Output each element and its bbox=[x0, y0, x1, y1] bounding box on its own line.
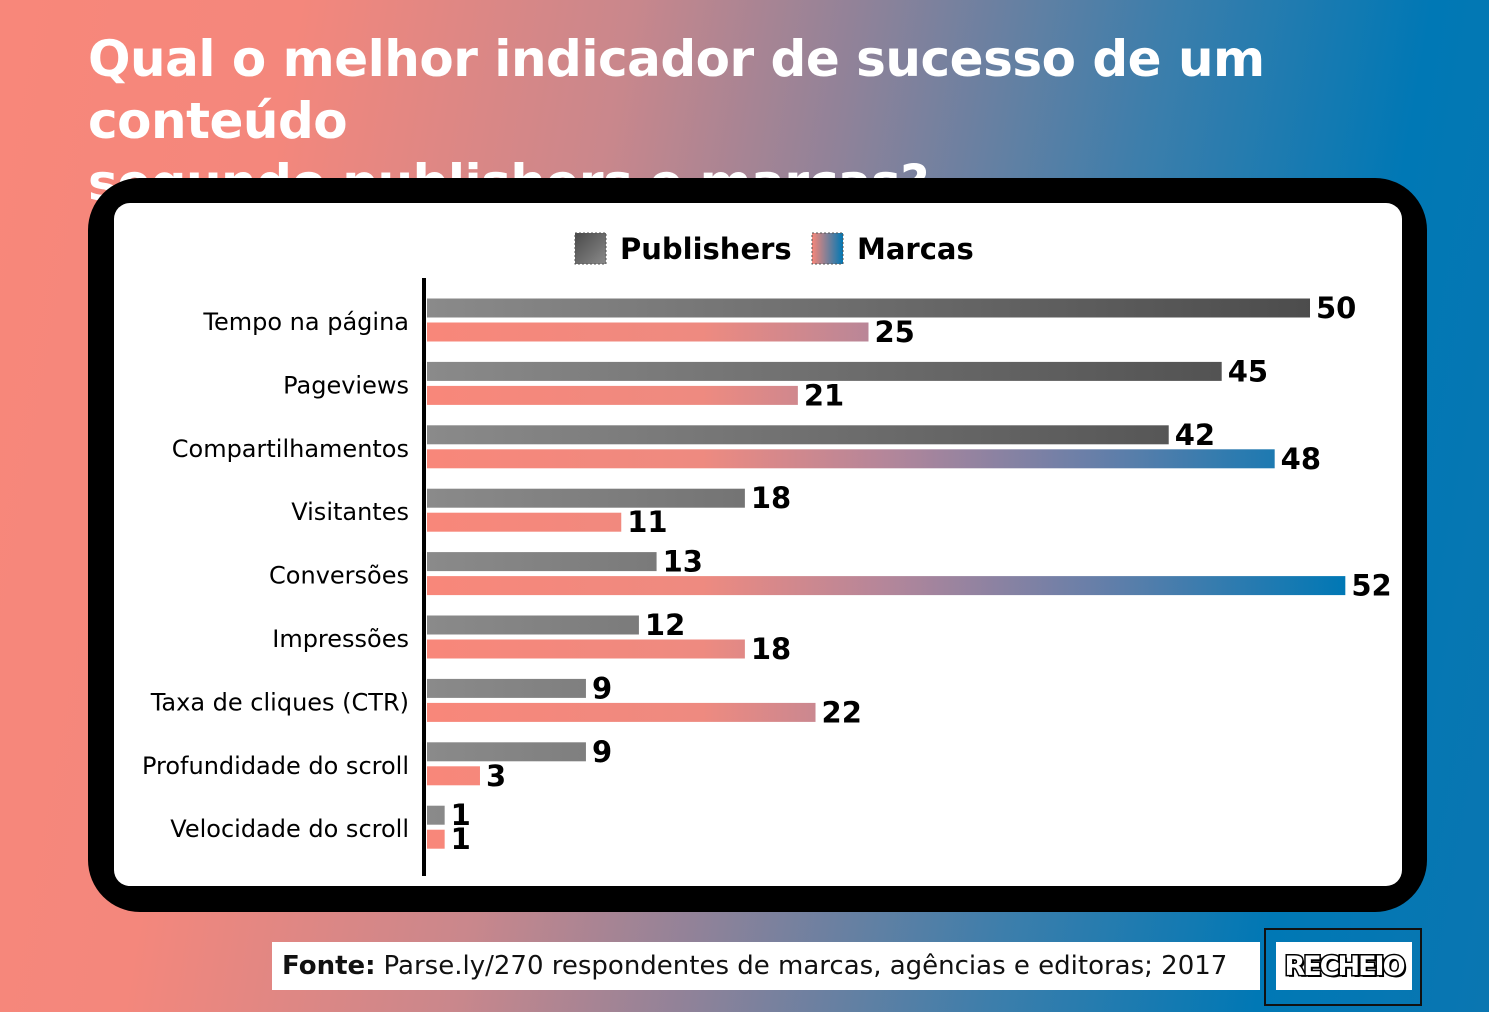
category-label-visitantes: Visitantes bbox=[291, 498, 409, 526]
category-label-pageviews: Pageviews bbox=[283, 371, 409, 399]
category-label-velocidade-do-scroll: Velocidade do scroll bbox=[170, 815, 409, 843]
bar-marcas-conversoes bbox=[427, 576, 1346, 596]
bar-marcas-tempo-na-pagina bbox=[427, 322, 869, 342]
bar-marcas-pageviews bbox=[427, 385, 798, 405]
category-label-profundidade-do-scroll: Profundidade do scroll bbox=[142, 752, 409, 780]
value-label-publishers-impressoes: 12 bbox=[645, 608, 685, 642]
value-label-marcas-impressoes: 18 bbox=[751, 632, 791, 666]
bar-marcas-visitantes bbox=[427, 512, 622, 532]
bar-publishers-profundidade-do-scroll bbox=[427, 742, 586, 762]
title-line-1: Qual o melhor indicador de sucesso de um… bbox=[88, 30, 1265, 150]
brand-logo: RECHEIO bbox=[1276, 942, 1412, 990]
value-label-publishers-visitantes: 18 bbox=[751, 481, 791, 515]
legend-swatch-marcas bbox=[811, 232, 844, 265]
bar-publishers-velocidade-do-scroll bbox=[427, 805, 445, 825]
bar-publishers-pageviews bbox=[427, 361, 1222, 381]
value-label-marcas-compartilhamentos: 48 bbox=[1281, 442, 1321, 476]
value-label-publishers-tempo-na-pagina: 50 bbox=[1316, 291, 1356, 325]
value-label-publishers-taxa-de-cliques-ctr: 9 bbox=[592, 671, 612, 705]
brand-logo-text: RECHEIO bbox=[1283, 949, 1407, 983]
legend-swatch-publishers bbox=[574, 232, 607, 265]
value-label-marcas-conversoes: 52 bbox=[1351, 569, 1391, 603]
logo-frame bbox=[1264, 928, 1422, 1006]
category-label-taxa-de-cliques-ctr: Taxa de cliques (CTR) bbox=[150, 688, 409, 716]
source-footer: Fonte: Parse.ly/270 respondentes de marc… bbox=[272, 942, 1260, 990]
value-label-publishers-velocidade-do-scroll: 1 bbox=[451, 798, 471, 832]
bar-publishers-visitantes bbox=[427, 488, 745, 508]
value-label-marcas-profundidade-do-scroll: 3 bbox=[486, 759, 506, 793]
legend-label-publishers: Publishers bbox=[620, 232, 792, 266]
bar-publishers-conversoes bbox=[427, 552, 657, 572]
category-label-conversoes: Conversões bbox=[269, 562, 409, 590]
value-label-publishers-pageviews: 45 bbox=[1228, 354, 1268, 388]
bar-publishers-tempo-na-pagina bbox=[427, 298, 1310, 318]
value-label-publishers-compartilhamentos: 42 bbox=[1175, 418, 1215, 452]
value-label-marcas-velocidade-do-scroll: 1 bbox=[451, 822, 471, 856]
source-label: Fonte: bbox=[282, 951, 376, 981]
bar-marcas-taxa-de-cliques-ctr bbox=[427, 702, 816, 722]
value-label-marcas-pageviews: 21 bbox=[804, 378, 844, 412]
bar-marcas-profundidade-do-scroll bbox=[427, 766, 480, 786]
category-label-compartilhamentos: Compartilhamentos bbox=[172, 435, 409, 463]
legend: Publishers Marcas bbox=[574, 232, 974, 266]
bar-publishers-compartilhamentos bbox=[427, 425, 1169, 445]
bar-marcas-impressoes bbox=[427, 639, 745, 659]
labels-group: Tempo na página 50 25 Pageviews 45 21 Comparti… bbox=[142, 291, 1392, 856]
bar-publishers-impressoes bbox=[427, 615, 639, 635]
value-label-publishers-conversoes: 13 bbox=[663, 545, 703, 579]
value-label-marcas-taxa-de-cliques-ctr: 22 bbox=[822, 695, 862, 729]
value-label-marcas-visitantes: 11 bbox=[627, 505, 667, 539]
category-label-tempo-na-pagina: Tempo na página bbox=[202, 308, 409, 336]
bars-group bbox=[427, 298, 1346, 849]
category-label-impressoes: Impressões bbox=[272, 625, 409, 653]
bar-marcas-compartilhamentos bbox=[427, 449, 1275, 469]
bar-publishers-taxa-de-cliques-ctr bbox=[427, 678, 586, 698]
source-text: Parse.ly/270 respondentes de marcas, agê… bbox=[383, 951, 1228, 981]
value-label-publishers-profundidade-do-scroll: 9 bbox=[592, 735, 612, 769]
bar-marcas-velocidade-do-scroll bbox=[427, 829, 445, 849]
legend-label-marcas: Marcas bbox=[857, 232, 974, 266]
value-label-marcas-tempo-na-pagina: 25 bbox=[875, 315, 915, 349]
